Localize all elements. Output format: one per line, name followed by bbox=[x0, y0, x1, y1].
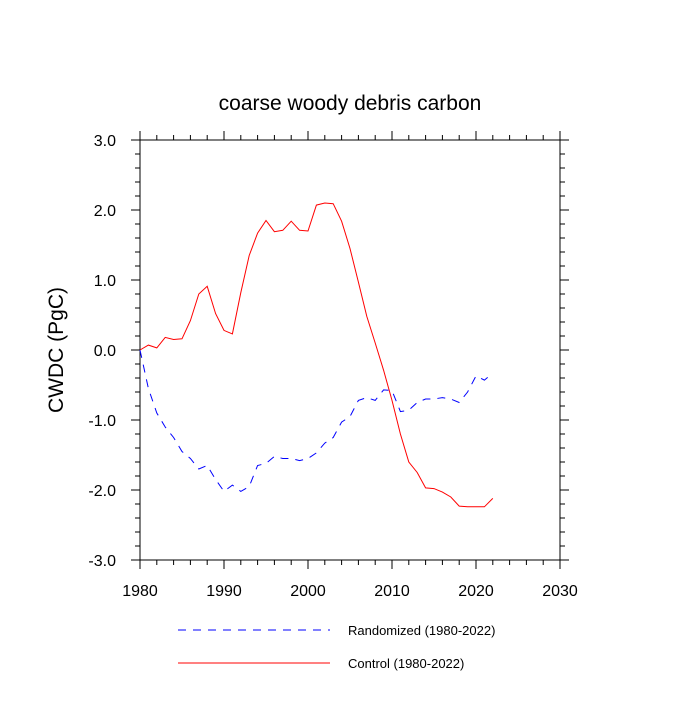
series-line-control bbox=[139, 202, 494, 508]
y-tick-label: -1.0 bbox=[88, 413, 116, 430]
y-tick-label: 0.0 bbox=[94, 343, 116, 360]
y-tick-label: -2.0 bbox=[88, 483, 116, 500]
legend-label-control: Control (1980-2022) bbox=[348, 656, 464, 671]
x-tick-label: 1980 bbox=[122, 583, 158, 600]
y-axis-label: CWDC (PgC) bbox=[45, 287, 68, 413]
x-tick-label: 2020 bbox=[458, 583, 494, 600]
y-tick-label: 1.0 bbox=[94, 273, 116, 290]
series-lines bbox=[139, 202, 494, 508]
legend: Randomized (1980-2022) Control (1980-2022… bbox=[178, 623, 495, 671]
x-tick-label: 2010 bbox=[374, 583, 410, 600]
y-tick-label: 3.0 bbox=[94, 133, 116, 150]
y-tick-label: 2.0 bbox=[94, 203, 116, 220]
x-tick-label: 2000 bbox=[290, 583, 326, 600]
x-tick-label: 2030 bbox=[542, 583, 578, 600]
plot-frame bbox=[139, 139, 561, 561]
x-tick-label: 1990 bbox=[206, 583, 242, 600]
legend-label-randomized: Randomized (1980-2022) bbox=[348, 623, 495, 638]
chart-title: coarse woody debris carbon bbox=[219, 92, 482, 115]
y-tick-label: -3.0 bbox=[88, 553, 116, 570]
tick-marks bbox=[131, 131, 569, 569]
series-line-randomized bbox=[139, 349, 494, 493]
tick-labels: 1980 1990 2000 2010 2020 2030 -3.0 -2.0 -1.0 0.0 1… bbox=[88, 133, 577, 600]
